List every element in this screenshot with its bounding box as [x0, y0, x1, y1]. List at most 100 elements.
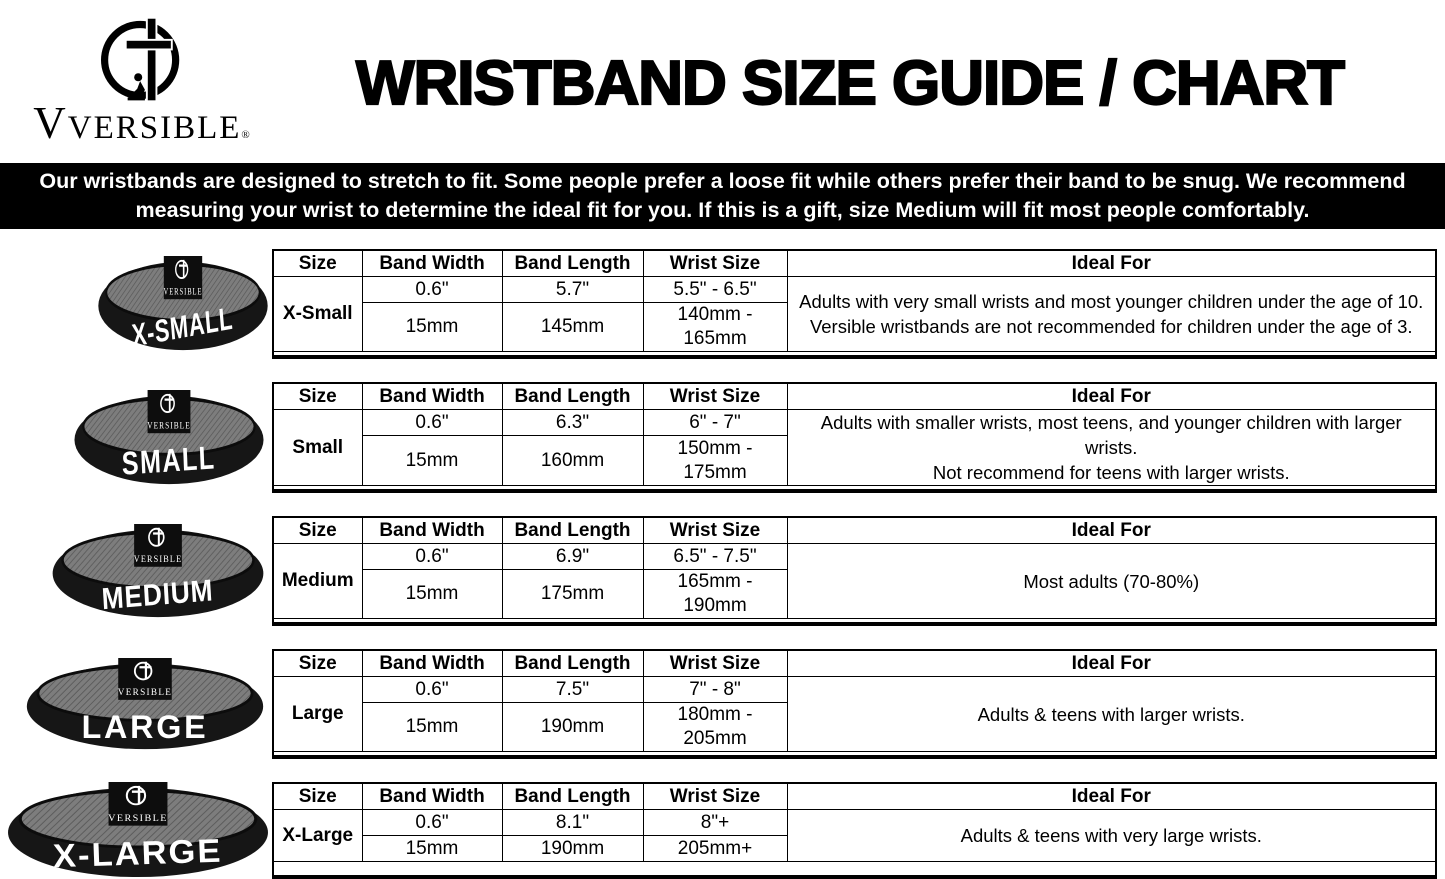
versible-cross-logo-icon	[100, 16, 179, 103]
size-name: Small	[274, 409, 363, 486]
tag-logo-icon	[148, 527, 165, 547]
size-name: X-Small	[274, 276, 363, 352]
ideal-for: Most adults (70-80%)	[786, 543, 1435, 619]
col-header-ideal-for: Ideal For	[786, 384, 1435, 410]
band-size-label: X-LARGE	[52, 832, 223, 875]
band-width-mm: 15mm	[362, 835, 503, 862]
ideal-for: Adults with very small wrists and most y…	[786, 276, 1435, 352]
band-length-mm: 190mm	[501, 702, 644, 752]
page-title: WRISTBAND SIZE GUIDE / CHART	[355, 48, 1346, 119]
brand-word: VERSIBLE	[67, 110, 242, 146]
band-width-in: 0.6"	[361, 543, 503, 570]
col-header-wrist-size: Wrist Size	[642, 384, 788, 410]
size-table-medium: Size Band Width Band Length Wrist Size I…	[272, 516, 1437, 626]
band-length-in: 6.9"	[501, 543, 644, 570]
wristband-image-large: LARGE VERSIBLE	[0, 649, 272, 759]
ideal-for-line: Adults with smaller wrists, most teens, …	[820, 412, 1402, 458]
band-width-in: 0.6"	[361, 676, 503, 703]
ideal-for: Adults with smaller wrists, most teens, …	[786, 409, 1435, 486]
wristband-xsmall-icon: X-SMALL VERSIBLE	[98, 256, 268, 352]
size-section-medium: MEDIUM VERSIBLE Size Band Width Band Len…	[0, 516, 1437, 626]
wristband-image-medium: MEDIUM VERSIBLE	[0, 516, 272, 626]
col-header-ideal-for: Ideal For	[786, 784, 1435, 810]
band-length-mm: 145mm	[501, 302, 644, 352]
col-header-band-width: Band Width	[361, 251, 503, 277]
col-header-band-width: Band Width	[361, 518, 503, 544]
size-section-xsmall: X-SMALL VERSIBLE Size Band Width Band Le…	[0, 249, 1437, 359]
wrist-size-in: 5.5" - 6.5"	[642, 276, 788, 303]
ideal-for: Adults & teens with very large wrists.	[786, 809, 1435, 862]
band-length-mm: 190mm	[501, 835, 644, 862]
ideal-for-line: Most adults (70-80%)	[1023, 570, 1200, 592]
brand-logo: VVERSIBLE®	[0, 0, 285, 147]
banner-line: measuring your wrist to determine the id…	[135, 198, 1310, 222]
col-header-band-width: Band Width	[361, 651, 503, 677]
band-length-mm: 160mm	[501, 435, 644, 486]
band-length-in: 7.5"	[501, 676, 644, 703]
band-tag-brand: VERSIBLE	[164, 286, 203, 296]
band-length-in: 5.7"	[501, 276, 644, 303]
band-tag-brand: VERSIBLE	[108, 813, 168, 824]
size-name: X-Large	[274, 809, 363, 862]
col-header-wrist-size: Wrist Size	[642, 251, 788, 277]
col-header-wrist-size: Wrist Size	[642, 518, 788, 544]
wristband-small-icon: SMALL VERSIBLE	[74, 389, 264, 484]
wrist-size-mm: 180mm - 205mm	[642, 702, 787, 752]
col-header-band-length: Band Length	[501, 251, 644, 277]
wristband-image-xlarge: X-LARGE VERSIBLE	[0, 782, 272, 879]
band-size-label: LARGE	[82, 708, 209, 744]
band-width-mm: 15mm	[362, 302, 503, 352]
size-chart: X-SMALL VERSIBLE Size Band Width Band Le…	[0, 229, 1445, 879]
brand-name: VVERSIBLE®	[33, 101, 252, 147]
wrist-size-in: 6" - 7"	[642, 408, 788, 437]
tag-logo-icon	[133, 661, 153, 680]
size-name: Medium	[274, 543, 363, 619]
tag-logo-icon	[175, 259, 189, 280]
col-header-band-width: Band Width	[361, 784, 503, 810]
fit-notice-banner: Our wristbands are designed to stretch t…	[0, 163, 1445, 229]
size-table-xsmall: Size Band Width Band Length Wrist Size I…	[272, 249, 1437, 359]
band-tag-brand: VERSIBLE	[147, 419, 190, 430]
ideal-for-line: Adults & teens with very large wrists.	[960, 825, 1262, 846]
banner-line: Our wristbands are designed to stretch t…	[39, 169, 1406, 193]
col-header-band-length: Band Length	[501, 784, 644, 810]
col-header-size: Size	[274, 251, 363, 277]
ideal-for-line: Not recommend for teens with larger wris…	[932, 462, 1290, 483]
wrist-size-mm: 205mm+	[642, 835, 787, 862]
wristband-medium-icon: MEDIUM VERSIBLE	[52, 523, 264, 617]
col-header-size: Size	[274, 784, 363, 810]
size-section-small: SMALL VERSIBLE Size Band Width Band Leng…	[0, 382, 1437, 493]
col-header-size: Size	[274, 518, 363, 544]
size-table-large: Size Band Width Band Length Wrist Size I…	[272, 649, 1437, 759]
band-size-label: SMALL	[121, 440, 216, 482]
col-header-band-length: Band Length	[501, 518, 644, 544]
wrist-size-mm: 150mm - 175mm	[642, 435, 787, 486]
wristband-image-xsmall: X-SMALL VERSIBLE	[0, 249, 272, 359]
col-header-wrist-size: Wrist Size	[642, 651, 788, 677]
size-section-large: LARGE VERSIBLE Size Band Width Band Leng…	[0, 649, 1437, 759]
col-header-wrist-size: Wrist Size	[642, 784, 788, 810]
band-tag: VERSIBLE	[164, 256, 203, 300]
band-length-mm: 175mm	[501, 569, 644, 619]
band-tag: VERSIBLE	[108, 782, 168, 826]
wrist-size-in: 7" - 8"	[642, 676, 788, 703]
size-table-xlarge: Size Band Width Band Length Wrist Size I…	[272, 782, 1437, 879]
band-tag: VERSIBLE	[147, 389, 191, 433]
wristband-large-icon: LARGE VERSIBLE	[26, 657, 264, 749]
ideal-for-line: Adults & teens with larger wrists.	[977, 703, 1245, 725]
col-header-band-width: Band Width	[361, 384, 503, 410]
band-width-in: 0.6"	[361, 276, 503, 303]
ideal-for-line: Adults with very small wrists and most y…	[799, 291, 1424, 312]
wristband-image-small: SMALL VERSIBLE	[0, 382, 272, 493]
col-header-size: Size	[274, 651, 363, 677]
wrist-size-mm: 165mm - 190mm	[642, 569, 787, 619]
band-tag-brand: VERSIBLE	[118, 688, 172, 698]
band-width-in: 0.6"	[361, 408, 503, 437]
page-header: VVERSIBLE® WRISTBAND SIZE GUIDE / CHART	[0, 0, 1445, 160]
band-width-mm: 15mm	[362, 569, 503, 619]
col-header-band-length: Band Length	[501, 651, 644, 677]
band-length-in: 6.3"	[501, 408, 644, 437]
col-header-ideal-for: Ideal For	[786, 651, 1435, 677]
band-width-in: 0.6"	[361, 809, 503, 836]
band-tag-brand: VERSIBLE	[134, 553, 182, 564]
